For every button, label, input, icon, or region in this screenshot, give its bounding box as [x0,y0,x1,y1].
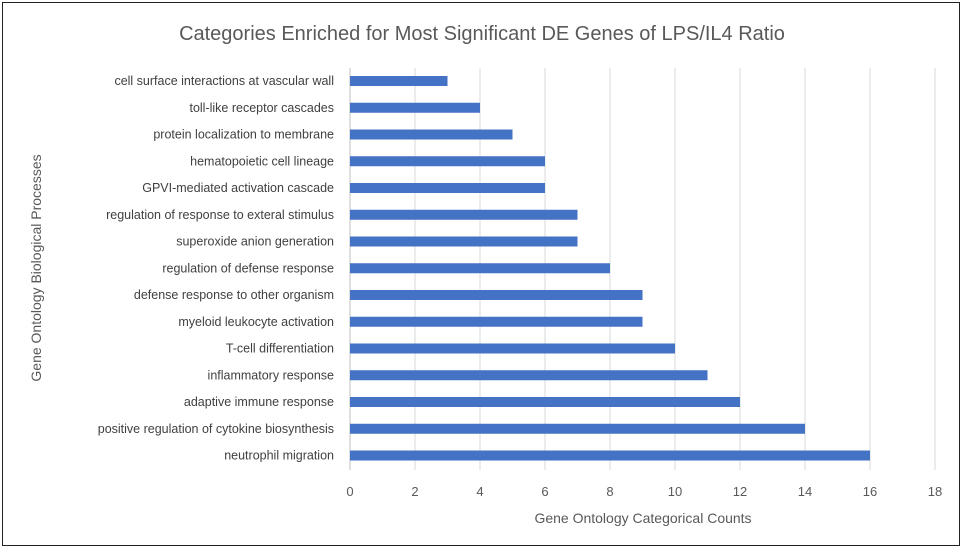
x-tick-label: 18 [928,484,942,499]
bar [350,209,578,220]
category-label: toll-like receptor cascades [189,101,334,115]
x-tick-label: 8 [606,484,613,499]
bar [350,450,870,461]
category-label: GPVI-mediated activation cascade [142,181,334,195]
category-label: myeloid leukocyte activation [178,315,334,329]
x-tick-label: 6 [541,484,548,499]
bar [350,397,740,407]
bar [350,183,545,193]
category-label: regulation of response to exteral stimul… [106,208,334,222]
category-label: inflammatory response [208,368,334,382]
bar [350,263,610,274]
x-axis-title: Gene Ontology Categorical Counts [534,510,751,526]
category-label: cell surface interactions at vascular wa… [114,74,334,88]
x-tick-label: 14 [798,484,812,499]
x-tick-label: 2 [411,484,418,499]
bar [350,236,578,247]
x-tick-label: 0 [346,484,353,499]
category-label: positive regulation of cytokine biosynth… [98,422,334,436]
x-tick-label: 4 [476,484,483,499]
category-label: T-cell differentiation [226,342,334,356]
bar [350,129,513,140]
category-labels: cell surface interactions at vascular wa… [98,74,334,463]
x-tick-labels: 0 2 4 6 8 10 12 14 16 18 [346,484,942,499]
bar [350,76,448,86]
bar [350,370,708,381]
bar [350,290,643,300]
bar [350,156,545,167]
bar [350,316,643,327]
chart-title: Categories Enriched for Most Significant… [179,23,785,45]
category-label: regulation of defense response [162,261,334,275]
category-label: adaptive immune response [184,395,334,409]
bars [350,76,870,461]
x-tick-label: 10 [668,484,682,499]
x-tick-label: 12 [733,484,747,499]
category-label: protein localization to membrane [153,128,334,142]
bar [350,423,805,434]
y-axis-title: Gene Ontology Biological Processes [28,154,44,381]
bar [350,343,675,354]
category-label: hematopoietic cell lineage [190,154,334,168]
x-tick-label: 16 [863,484,877,499]
bar [350,102,480,113]
category-label: defense response to other organism [134,288,334,302]
category-label: neutrophil migration [224,449,334,463]
category-label: superoxide anion generation [176,235,334,249]
